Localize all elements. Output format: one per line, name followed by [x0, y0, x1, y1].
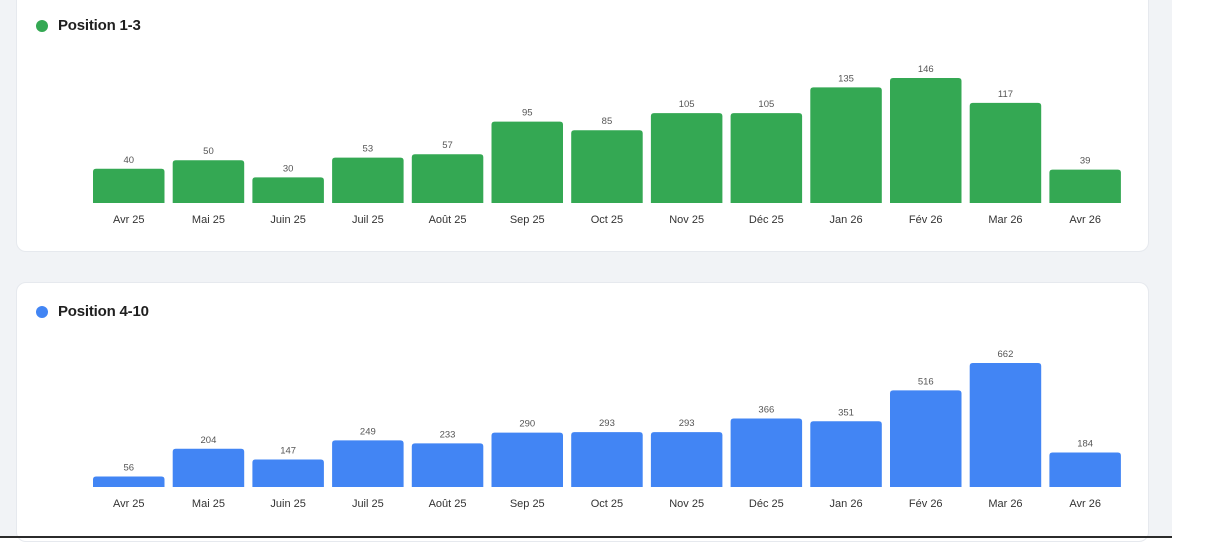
x-tick-label: Août 25: [429, 498, 467, 510]
bar-value-label: 516: [918, 376, 934, 387]
bar[interactable]: [332, 440, 404, 487]
bar[interactable]: [332, 157, 404, 203]
x-tick-label: Fév 26: [909, 214, 943, 226]
x-tick-label: Avr 25: [113, 498, 145, 510]
x-tick-label: Sep 25: [510, 214, 545, 226]
bar[interactable]: [571, 130, 643, 203]
chart-header: Position 4-10: [36, 303, 149, 320]
bar[interactable]: [411, 154, 484, 203]
bar-value-label: 146: [918, 64, 934, 75]
x-tick-label: Déc 25: [749, 498, 784, 510]
x-tick-label: Fév 26: [909, 498, 943, 510]
bar-value-label: 184: [1077, 439, 1093, 450]
bar[interactable]: [890, 390, 962, 487]
bar[interactable]: [93, 476, 165, 487]
bar-value-label: 105: [679, 99, 695, 110]
bar-value-label: 249: [360, 426, 376, 437]
bar[interactable]: [411, 443, 484, 487]
x-tick-label: Jan 26: [830, 214, 863, 226]
x-tick-label: Mai 25: [192, 498, 225, 510]
bar[interactable]: [969, 363, 1042, 487]
legend-dot-icon: [36, 305, 48, 318]
bar[interactable]: [252, 177, 324, 203]
x-tick-label: Oct 25: [591, 214, 623, 226]
x-tick-label: Déc 25: [749, 214, 784, 226]
bar-value-label: 662: [998, 349, 1014, 360]
chart-title: Position 1-3: [58, 17, 141, 34]
x-tick-label: Juil 25: [352, 214, 384, 226]
x-tick-label: Avr 25: [113, 214, 145, 226]
x-tick-label: Nov 25: [669, 214, 704, 226]
bar-chart-position-1-3: 40 Avr 25 50 Mai 25 30 Juin 25 53 Juil 25 57 Août…: [93, 64, 1121, 226]
bar-value-label: 39: [1080, 156, 1091, 167]
x-tick-label: Sep 25: [510, 498, 545, 510]
bar-value-label: 135: [838, 73, 854, 84]
bar-value-label: 105: [758, 99, 774, 110]
bar[interactable]: [491, 432, 564, 487]
bar-value-label: 293: [679, 418, 695, 429]
bar-value-label: 204: [201, 435, 217, 446]
bar[interactable]: [491, 121, 564, 203]
bar[interactable]: [969, 102, 1042, 203]
chart-card-position-4-10: Position 4-10 56 Avr 25 204 Mai 25 147 Juin 2…: [16, 282, 1149, 542]
bar[interactable]: [252, 459, 324, 487]
bar[interactable]: [1049, 169, 1121, 203]
bar[interactable]: [93, 168, 165, 203]
bar-value-label: 95: [522, 108, 533, 119]
bar[interactable]: [730, 113, 803, 203]
bar-value-label: 233: [440, 429, 456, 440]
x-tick-label: Avr 26: [1069, 498, 1101, 510]
bar[interactable]: [172, 448, 245, 487]
bar[interactable]: [890, 78, 962, 203]
x-tick-label: Août 25: [429, 214, 467, 226]
x-tick-label: Avr 26: [1069, 214, 1101, 226]
x-tick-label: Juil 25: [352, 498, 384, 510]
bar[interactable]: [730, 418, 803, 487]
legend-dot-icon: [36, 19, 48, 32]
bar-value-label: 57: [442, 140, 453, 151]
bar-value-label: 117: [998, 89, 1013, 100]
x-tick-label: Oct 25: [591, 498, 623, 510]
bar-value-label: 351: [838, 407, 854, 418]
chart-card-position-1-3: Position 1-3 40 Avr 25 50 Mai 25 30 Juin 25 53…: [16, 0, 1149, 252]
bar-value-label: 366: [758, 404, 774, 415]
bar[interactable]: [571, 432, 643, 487]
bar-value-label: 30: [283, 163, 294, 174]
x-tick-label: Nov 25: [669, 498, 704, 510]
bar-value-label: 50: [203, 146, 214, 157]
chart-title: Position 4-10: [58, 303, 149, 320]
bar-value-label: 147: [280, 445, 296, 456]
bar[interactable]: [810, 87, 882, 203]
x-tick-label: Jan 26: [830, 498, 863, 510]
bar[interactable]: [650, 113, 723, 203]
bar-value-label: 85: [602, 116, 613, 127]
bar[interactable]: [172, 160, 245, 203]
bar-value-label: 290: [519, 419, 535, 430]
bar[interactable]: [1049, 452, 1121, 487]
bottom-divider: [0, 536, 1172, 538]
bar-value-label: 56: [123, 463, 134, 474]
bar-value-label: 293: [599, 418, 615, 429]
bar-chart-position-4-10: 56 Avr 25 204 Mai 25 147 Juin 25 249 Juil 25 233…: [93, 349, 1121, 510]
bar[interactable]: [650, 432, 723, 487]
x-tick-label: Mar 26: [988, 498, 1022, 510]
x-tick-label: Mai 25: [192, 214, 225, 226]
x-tick-label: Juin 25: [270, 498, 305, 510]
x-tick-label: Mar 26: [988, 214, 1022, 226]
bar-value-label: 53: [363, 144, 374, 155]
chart-header: Position 1-3: [36, 17, 141, 34]
x-tick-label: Juin 25: [270, 214, 305, 226]
bar[interactable]: [810, 421, 882, 487]
bar-value-label: 40: [123, 155, 134, 166]
